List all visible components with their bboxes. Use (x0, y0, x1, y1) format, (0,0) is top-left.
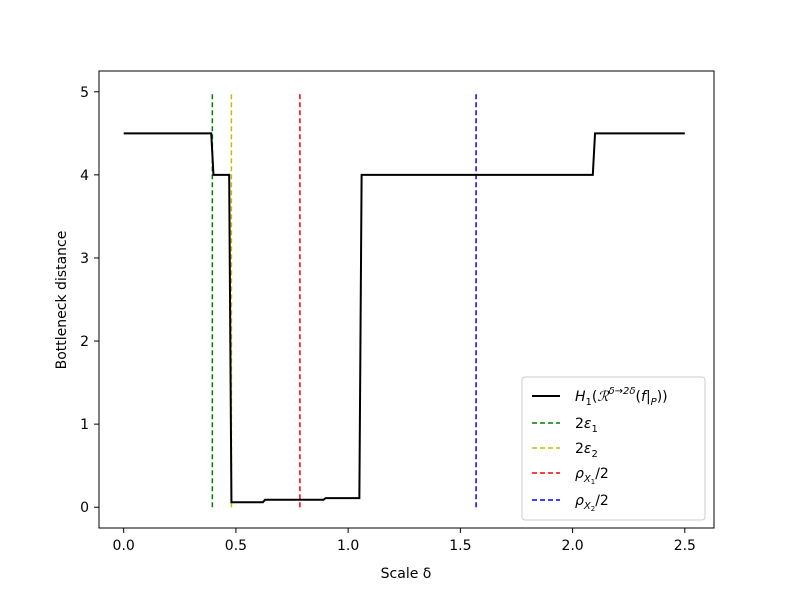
legend-entry-rho-x2: ρX2/2 (575, 493, 609, 513)
y-tick-label: 0 (80, 500, 89, 516)
legend-entry-2eps2: 2ε2 (575, 441, 598, 460)
x-tick-label: 1.0 (337, 538, 359, 554)
y-tick-label: 2 (80, 334, 89, 350)
y-axis: 0 1 2 3 4 5 (80, 85, 99, 516)
x-tick-label: 1.5 (449, 538, 471, 554)
legend-entry-main-series: H1(ℛδ→2δ(f|P)) (575, 386, 668, 408)
legend: H1(ℛδ→2δ(f|P)) 2ε1 2ε2 ρX1/2 ρX2/2 (521, 376, 706, 521)
legend-box (521, 376, 706, 521)
legend-entry-rho-x1: ρX1/2 (575, 466, 609, 486)
x-tick-label: 2.5 (674, 538, 696, 554)
plot-area (123, 91, 685, 508)
series-line-1 (123, 132, 685, 504)
y-tick-label: 4 (80, 168, 89, 184)
legend-entry-2eps1: 2ε1 (575, 416, 598, 435)
y-tick-label: 5 (80, 85, 89, 101)
x-tick-label: 0.0 (113, 538, 135, 554)
y-axis-label: Bottleneck distance (54, 231, 70, 370)
x-tick-label: 0.5 (225, 538, 247, 554)
x-axis: 0.0 0.5 1.0 1.5 2.0 2.5 (113, 528, 696, 554)
y-tick-label: 3 (80, 251, 89, 267)
y-tick-label: 1 (80, 417, 89, 433)
x-tick-label: 2.0 (561, 538, 583, 554)
axes-frame (98, 70, 715, 529)
x-axis-label: Scale δ (381, 566, 432, 582)
